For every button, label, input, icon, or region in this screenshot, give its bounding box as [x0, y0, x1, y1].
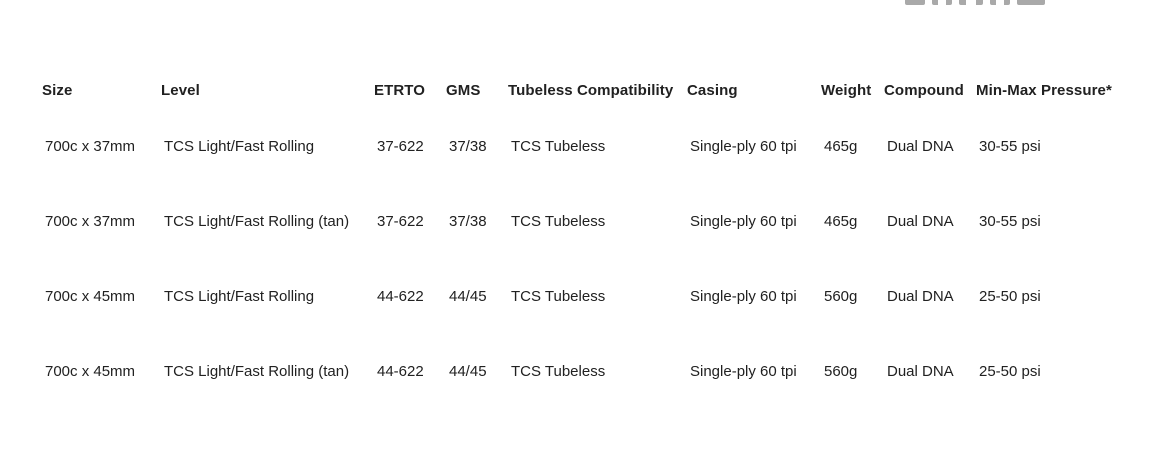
cell-tubeless: TCS Tubeless	[511, 363, 606, 380]
cell-weight: 560g	[824, 363, 858, 380]
cell-compound: Dual DNA	[887, 213, 954, 230]
cell-size: 700c x 45mm	[45, 363, 136, 380]
column-header-size: Size	[42, 82, 73, 99]
cell-etrto: 37-622	[377, 138, 424, 155]
cell-gms: 44/45	[449, 363, 487, 380]
cell-pressure: 30-55 psi	[979, 138, 1041, 155]
column-header-etrto: ETRTO	[374, 82, 426, 99]
cell-etrto: 44-622	[377, 363, 424, 380]
logo-letter-bottom	[905, 0, 925, 5]
cell-weight: 465g	[824, 213, 858, 230]
cell-gms: 37/38	[449, 213, 487, 230]
cell-tubeless: TCS Tubeless	[511, 213, 606, 230]
cell-etrto: 44-622	[377, 288, 424, 305]
cell-casing: Single-ply 60 tpi	[690, 363, 797, 380]
cell-size: 700c x 37mm	[45, 138, 136, 155]
cell-casing: Single-ply 60 tpi	[690, 288, 797, 305]
logo-letter-bottom	[959, 0, 983, 5]
cell-level: TCS Light/Fast Rolling (tan)	[164, 213, 350, 230]
table-row: 700c x 45mm TCS Light/Fast Rolling (tan) 4…	[0, 363, 1157, 381]
cell-pressure: 30-55 psi	[979, 213, 1041, 230]
cell-weight: 560g	[824, 288, 858, 305]
cell-gms: 37/38	[449, 138, 487, 155]
cell-level: TCS Light/Fast Rolling	[164, 138, 315, 155]
cell-etrto: 37-622	[377, 213, 424, 230]
cell-size: 700c x 45mm	[45, 288, 136, 305]
cell-compound: Dual DNA	[887, 288, 954, 305]
column-header-gms: GMS	[446, 82, 481, 99]
cell-level: TCS Light/Fast Rolling	[164, 288, 315, 305]
column-header-tubeless: Tubeless Compatibility	[508, 82, 674, 99]
cell-level: TCS Light/Fast Rolling (tan)	[164, 363, 350, 380]
cell-tubeless: TCS Tubeless	[511, 288, 606, 305]
cell-compound: Dual DNA	[887, 138, 954, 155]
cropped-logo-fragment	[905, 0, 1045, 5]
logo-letter-bottom	[932, 0, 952, 5]
column-header-weight: Weight	[821, 82, 872, 99]
table-header-row: Size Level ETRTO GMS Tubeless Compatibility C…	[0, 82, 1157, 100]
column-header-casing: Casing	[687, 82, 738, 99]
cell-casing: Single-ply 60 tpi	[690, 138, 797, 155]
cell-casing: Single-ply 60 tpi	[690, 213, 797, 230]
logo-letter-bottom	[990, 0, 1010, 5]
table-row: 700c x 37mm TCS Light/Fast Rolling 37-622 3…	[0, 138, 1157, 156]
logo-letter-bottom	[1017, 0, 1045, 5]
cell-compound: Dual DNA	[887, 363, 954, 380]
cell-pressure: 25-50 psi	[979, 363, 1041, 380]
column-header-level: Level	[161, 82, 200, 99]
cell-pressure: 25-50 psi	[979, 288, 1041, 305]
cell-gms: 44/45	[449, 288, 487, 305]
cell-weight: 465g	[824, 138, 858, 155]
column-header-compound: Compound	[884, 82, 964, 99]
cell-tubeless: TCS Tubeless	[511, 138, 606, 155]
table-row: 700c x 45mm TCS Light/Fast Rolling 44-622 4…	[0, 288, 1157, 306]
cell-size: 700c x 37mm	[45, 213, 136, 230]
column-header-pressure: Min-Max Pressure*	[976, 82, 1112, 99]
table-row: 700c x 37mm TCS Light/Fast Rolling (tan) 3…	[0, 213, 1157, 231]
